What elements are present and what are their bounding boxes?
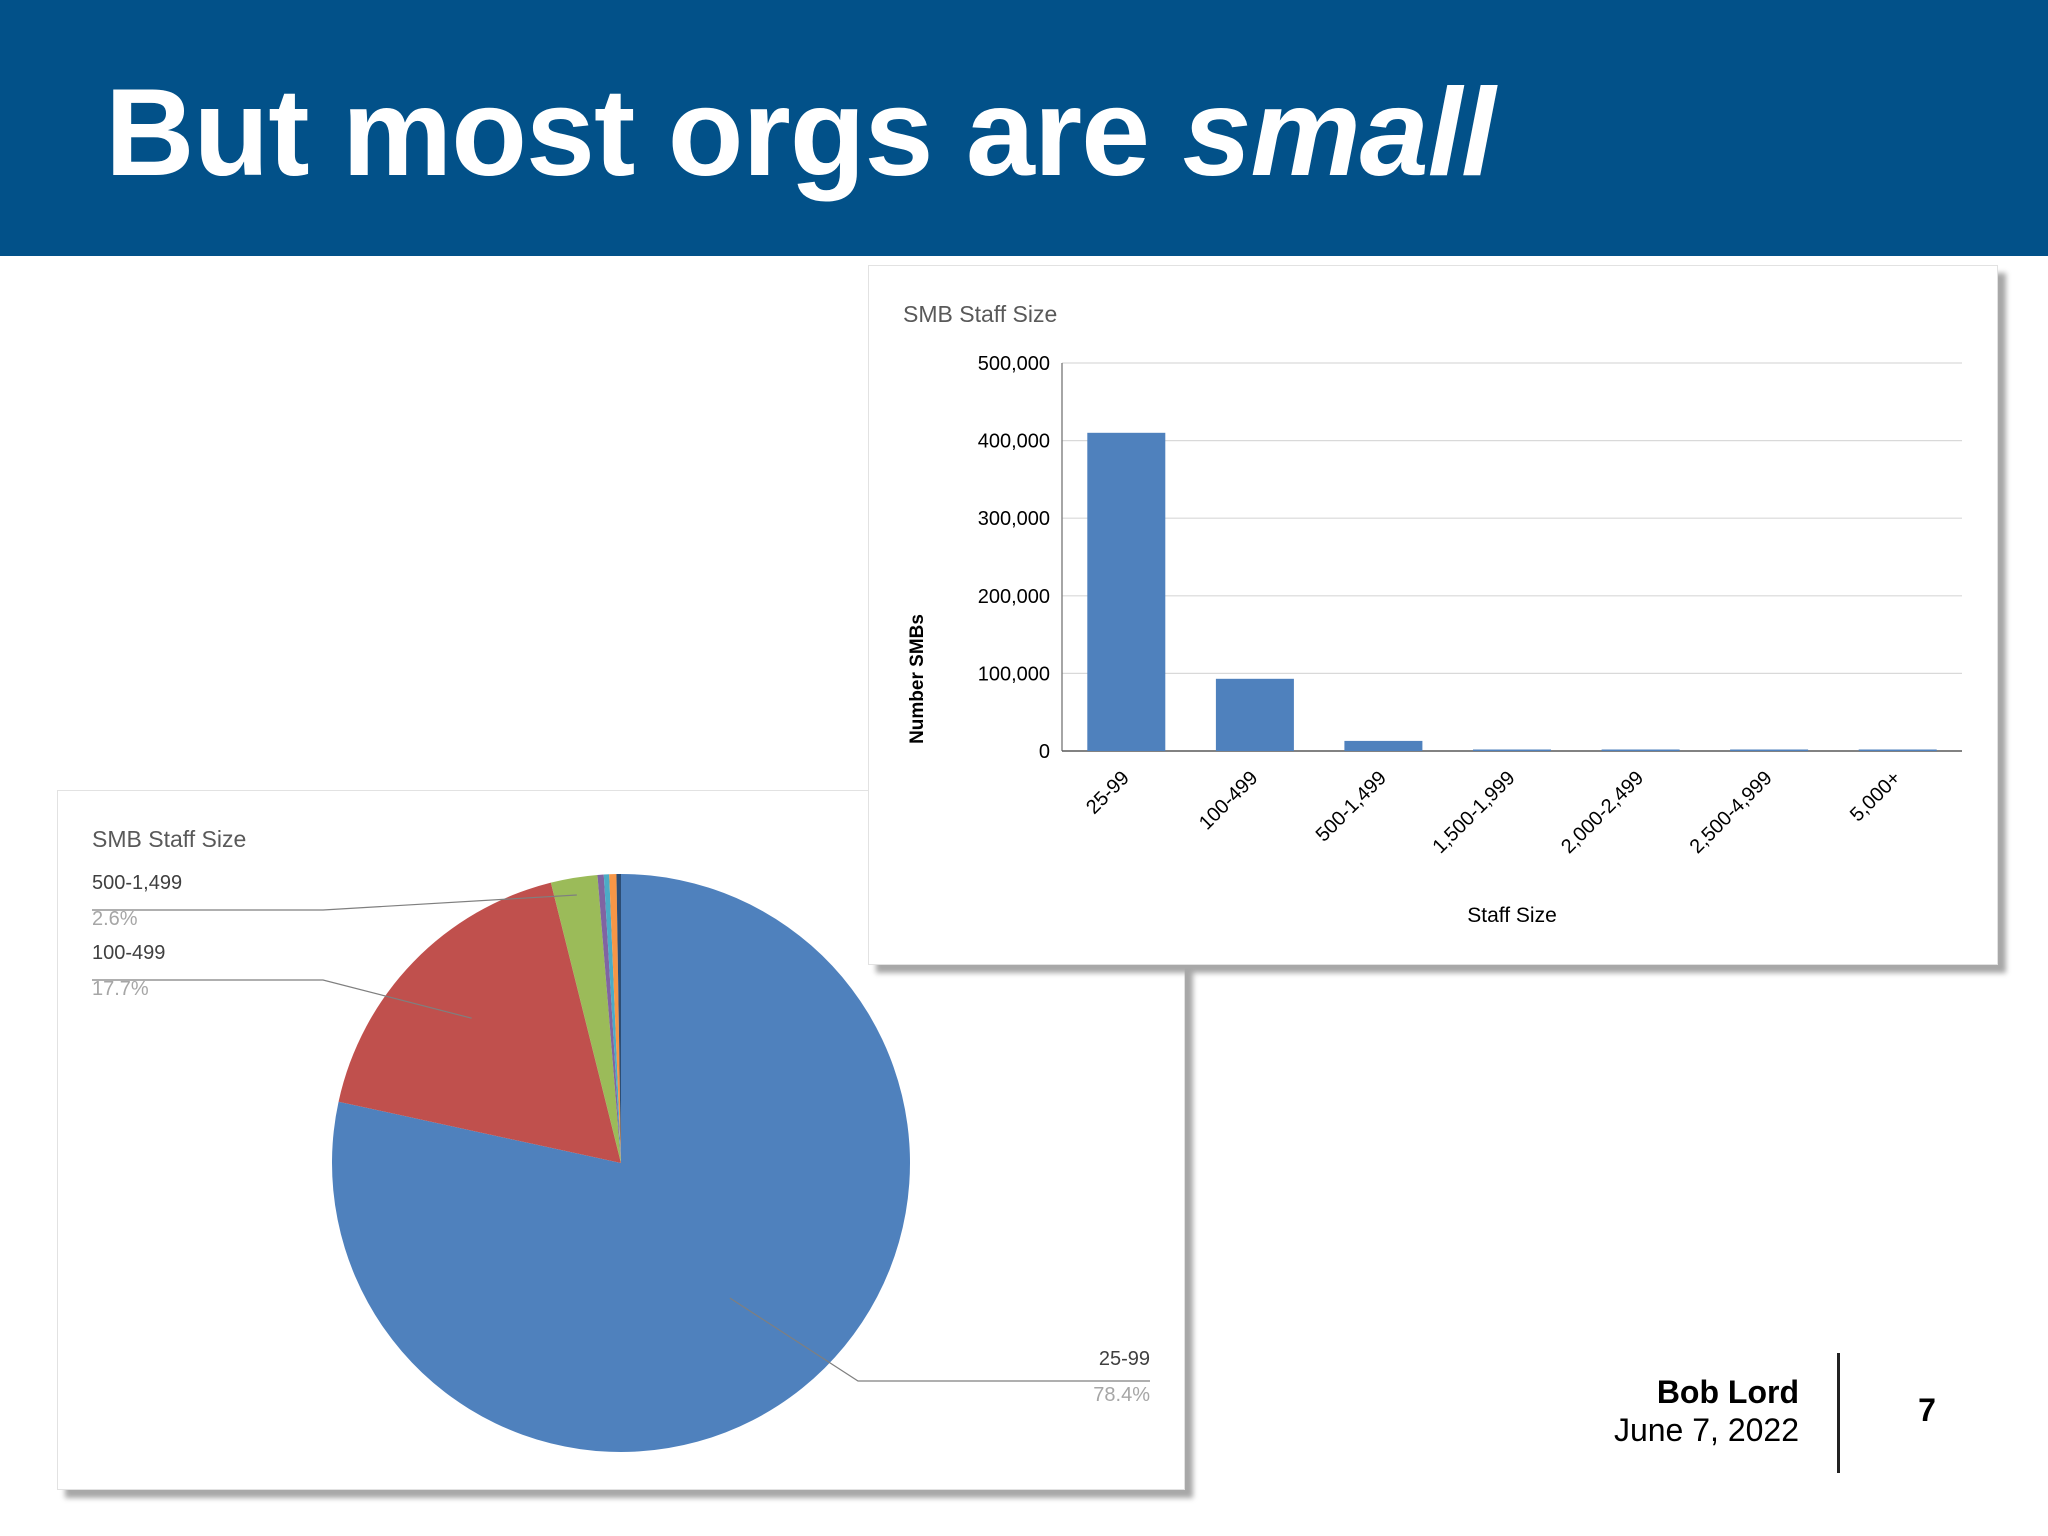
bar-y-axis-label: Number SMBs bbox=[907, 614, 928, 744]
bar-x-tick-2-500-4-999: 2,500-4,999 bbox=[1686, 767, 1777, 858]
bar-y-tick-300-000: 300,000 bbox=[978, 508, 1050, 530]
bar-x-tick-1-500-1-999: 1,500-1,999 bbox=[1428, 767, 1519, 858]
pie-slice-100-499 bbox=[338, 882, 621, 1163]
slide-title-emphasis: small bbox=[1182, 64, 1496, 202]
bar-2-000-2-499 bbox=[1601, 749, 1680, 751]
pie-slices bbox=[332, 874, 911, 1452]
pie-slice-2-000-2-499 bbox=[603, 874, 621, 1163]
pie-value-100-499: 17.7% bbox=[92, 978, 149, 1000]
pie-callouts: 500-1,499 2.6% 100-499 17.7% 25-99 78.4% bbox=[92, 872, 1150, 1406]
bar-2-500-4-999 bbox=[1730, 749, 1809, 751]
pie-slice-500-1-499 bbox=[550, 874, 621, 1163]
pie-leader-line-500-1-499 bbox=[92, 894, 577, 911]
bar-y-tick-400-000: 400,000 bbox=[978, 431, 1050, 453]
pie-label-25-99: 25-99 bbox=[1099, 1348, 1150, 1370]
pie-slice-5-000 bbox=[616, 874, 621, 1163]
bar-x-axis-label: Staff Size bbox=[1467, 904, 1557, 927]
footer-date: June 7, 2022 bbox=[1613, 1412, 1799, 1448]
bar-x-tick-5-000: 5,000+ bbox=[1846, 767, 1905, 826]
title-bar: But most orgs are small bbox=[0, 0, 2048, 256]
footer-divider bbox=[1837, 1353, 1840, 1473]
bar-5-000 bbox=[1858, 749, 1937, 751]
bar-x-tick-labels: 25-99 100-499 500-1,499 1,500-1,999 2,000-2,… bbox=[1082, 767, 1905, 858]
bar-y-tick-0: 0 bbox=[1039, 741, 1050, 763]
pie-label-500-1-499: 500-1,499 bbox=[92, 872, 182, 894]
bar-x-tick-25-99: 25-99 bbox=[1082, 767, 1134, 819]
slide-title: But most orgs are small bbox=[105, 62, 1496, 204]
pie-chart-title: SMB Staff Size bbox=[92, 826, 246, 852]
bar-x-tick-2-000-2-499: 2,000-2,499 bbox=[1557, 767, 1648, 858]
slide-title-main: But most orgs are bbox=[105, 64, 1183, 202]
bar-1-500-1-999 bbox=[1473, 749, 1551, 751]
bar-gridlines bbox=[1061, 362, 1962, 752]
pie-slice-1-500-1-999 bbox=[597, 874, 621, 1163]
footer-author: Bob Lord bbox=[1656, 1374, 1799, 1410]
bar-y-tick-500-000: 500,000 bbox=[978, 353, 1050, 375]
bar-chart: SMB Staff Size 0 100,000 200,000 300,000 400… bbox=[903, 301, 1962, 927]
pie-leader-line-100-499 bbox=[92, 979, 472, 1019]
bar-y-tick-labels: 0 100,000 200,000 300,000 400,000 500,000 bbox=[978, 353, 1050, 763]
bar-x-tick-500-1-499: 500-1,499 bbox=[1312, 767, 1391, 846]
bar-y-tick-200-000: 200,000 bbox=[978, 586, 1050, 608]
pie-leader-line-25-99 bbox=[729, 1297, 1150, 1382]
pie-chart: SMB Staff Size 500-1,499 2.6% 100-499 17.7%… bbox=[92, 826, 1150, 1452]
pie-slice-2-500-4-999 bbox=[609, 874, 621, 1163]
bar-y-tick-100-000: 100,000 bbox=[978, 663, 1050, 685]
pie-label-100-499: 100-499 bbox=[92, 942, 165, 964]
bar-500-1-499 bbox=[1344, 740, 1423, 751]
bar-25-99 bbox=[1087, 432, 1166, 751]
bar-chart-title: SMB Staff Size bbox=[903, 301, 1057, 327]
bar-x-tick-100-499: 100-499 bbox=[1195, 767, 1262, 834]
pie-slice-25-99 bbox=[332, 874, 911, 1452]
bar-chart-card: SMB Staff Size 0 100,000 200,000 300,000 400… bbox=[868, 265, 1998, 965]
pie-value-500-1-499: 2.6% bbox=[92, 908, 138, 930]
bar-bars bbox=[1087, 432, 1937, 751]
pie-value-25-99: 78.4% bbox=[1093, 1384, 1150, 1406]
bar-100-499 bbox=[1215, 678, 1294, 751]
page-number: 7 bbox=[1918, 1392, 1936, 1428]
